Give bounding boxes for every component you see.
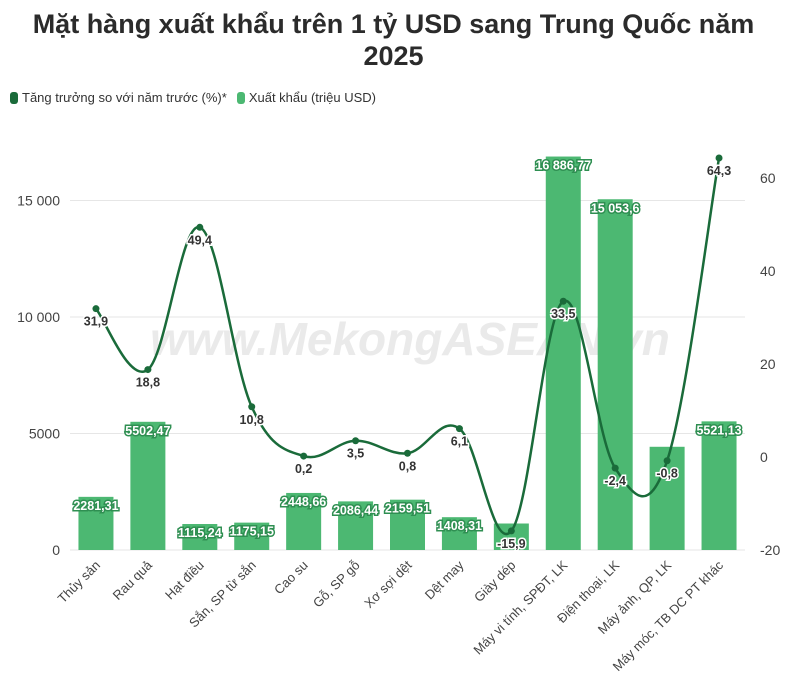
bar [390, 499, 425, 550]
growth-value-label: 18,8 [136, 376, 160, 390]
y-right-tick-label: -20 [760, 542, 780, 558]
y-left-tick-label: 5000 [29, 426, 60, 442]
bar-value-label: 2086,44 [333, 503, 378, 517]
bar-value-label: 2281,31 [73, 499, 118, 513]
category-label: Dệt may [422, 557, 467, 602]
y-right-tick-label: 60 [760, 170, 776, 186]
bar-value-label: 5521,13 [696, 423, 741, 437]
bar [441, 517, 477, 550]
growth-value-label: -2,4 [604, 474, 626, 488]
y-right-tick-label: 0 [760, 449, 768, 465]
bar-value-label: 1115,24 [178, 526, 222, 540]
category-label: Xơ sợi dệt [361, 557, 415, 611]
y-right-tick-label: 20 [760, 356, 776, 372]
growth-value-label: 6,1 [451, 435, 468, 449]
bar [78, 496, 114, 550]
growth-point [715, 154, 723, 162]
bar [545, 156, 581, 550]
bar [130, 421, 166, 550]
category-label: Cao su [271, 558, 311, 598]
bar-value-label: 2159,51 [385, 502, 430, 516]
legend-label-exports: Xuất khẩu (triệu USD) [248, 90, 376, 105]
legend-label-growth: Tăng trưởng so với năm trước (%)* [22, 90, 227, 105]
category-label: Máy móc, TB DC PT khác [610, 557, 727, 674]
chart-title: Mặt hàng xuất khẩu trên 1 tỷ USD sang Tr… [32, 9, 755, 71]
growth-value-label: 3,5 [347, 447, 364, 461]
bar [234, 522, 270, 550]
y-left-tick-label: 10 000 [17, 309, 60, 325]
growth-point [404, 449, 411, 457]
growth-point [507, 527, 515, 535]
growth-point [611, 464, 619, 472]
category-label: Rau quả [110, 557, 156, 603]
category-label: Hạt điều [162, 558, 207, 603]
bar [597, 199, 633, 551]
category-label: Gỗ, SP gỗ [310, 558, 363, 611]
y-left-tick-label: 0 [52, 542, 60, 558]
category-label: Máy vi tính, SPĐT, LK [470, 557, 570, 657]
bar [286, 492, 322, 550]
growth-value-label: -0,8 [656, 467, 678, 481]
growth-value-label: 0,2 [295, 462, 312, 476]
growth-point [559, 297, 567, 305]
growth-point [663, 457, 671, 465]
growth-point [300, 452, 308, 460]
growth-value-label: 64,3 [707, 164, 731, 178]
growth-point [196, 223, 204, 231]
bar [701, 421, 737, 550]
y-left-tick-label: 15 000 [17, 193, 60, 209]
growth-point [248, 403, 256, 411]
growth-point [352, 437, 360, 445]
legend: Tăng trưởng so với năm trước (%)* Xuất k… [10, 90, 376, 105]
bar-value-label: 16 886,77 [535, 159, 591, 173]
growth-value-label: 10,8 [240, 413, 264, 427]
category-label: Giày dép [471, 558, 518, 605]
bar [182, 524, 218, 550]
bar-value-label: 15 053,6 [591, 201, 640, 215]
legend-item-exports[interactable]: Xuất khẩu (triệu USD) [236, 90, 376, 105]
growth-value-label: 33,5 [551, 307, 575, 321]
growth-point [92, 305, 100, 313]
bar-value-label: 2448,66 [281, 495, 326, 509]
legend-swatch-exports [236, 91, 245, 104]
growth-value-label: 0,8 [399, 459, 416, 473]
growth-point [455, 425, 463, 433]
bar-value-label: 1408,31 [437, 519, 482, 533]
bar-value-label: 1175,15 [229, 525, 274, 539]
growth-value-label: -15,9 [497, 537, 526, 551]
legend-item-growth[interactable]: Tăng trưởng so với năm trước (%)* [10, 90, 227, 105]
category-label: Thủy sản [55, 558, 103, 606]
y-right-tick-label: 40 [760, 263, 776, 279]
growth-point [144, 366, 152, 374]
legend-swatch-growth [10, 91, 18, 104]
growth-value-label: 31,9 [84, 315, 108, 329]
bar [338, 501, 374, 550]
growth-value-label: 49,4 [188, 233, 212, 247]
bar-value-label: 5502,47 [125, 424, 170, 438]
